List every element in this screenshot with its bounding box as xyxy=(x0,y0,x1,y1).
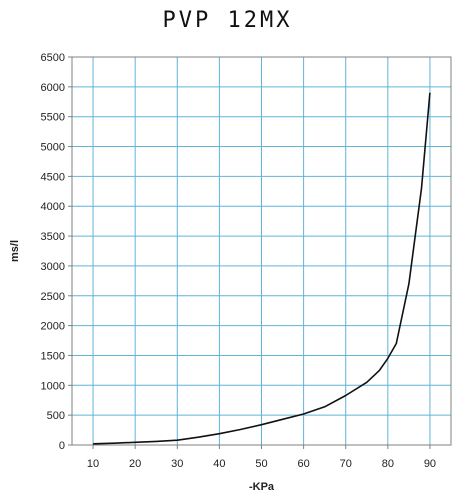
y-tick-label: 0 xyxy=(59,440,65,452)
y-axis-label: ms/l xyxy=(9,240,21,262)
y-tick-label: 3500 xyxy=(41,231,65,243)
chart-title: PVP 12MX xyxy=(162,8,293,33)
y-tick-label: 5500 xyxy=(41,112,65,124)
y-tick-label: 3000 xyxy=(41,261,65,273)
y-tick-label: 500 xyxy=(47,410,65,422)
x-axis-label: -KPa xyxy=(249,481,275,493)
y-tick-label: 6500 xyxy=(41,52,65,64)
y-tick-label: 1000 xyxy=(41,380,65,392)
y-tick-label: 2500 xyxy=(41,291,65,303)
x-tick-label: 50 xyxy=(255,458,267,470)
x-tick-label: 40 xyxy=(213,458,225,470)
series-layer xyxy=(93,92,431,445)
y-tick-label: 6000 xyxy=(41,82,65,94)
x-tick-label: 10 xyxy=(87,458,99,470)
x-tick-label: 90 xyxy=(424,458,436,470)
y-tick-label: 1500 xyxy=(41,350,65,362)
x-tick-label: 20 xyxy=(129,458,141,470)
y-tick-label: 5000 xyxy=(41,142,65,154)
x-tick-label: 60 xyxy=(297,458,309,470)
tick-layer: 0 500 1000 1500 2000 2500 3000 3500 4000 4500 5000… xyxy=(41,52,437,470)
series-line xyxy=(93,92,431,445)
x-tick-label: 30 xyxy=(171,458,183,470)
y-tick-label: 4000 xyxy=(41,201,65,213)
x-tick-label: 80 xyxy=(382,458,394,470)
x-tick-label: 70 xyxy=(340,458,352,470)
y-tick-label: 4500 xyxy=(41,171,65,183)
y-tick-label: 2000 xyxy=(41,321,65,333)
grid-layer xyxy=(72,56,451,446)
